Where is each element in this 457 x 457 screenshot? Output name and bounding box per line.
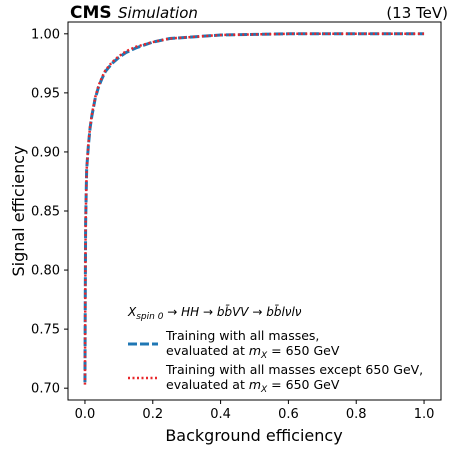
y-tick-label: 1.00 — [31, 27, 60, 42]
y-tick-label: 0.90 — [31, 145, 60, 160]
y-tick-label: 0.85 — [31, 205, 60, 220]
x-axis-label: Background efficiency — [165, 426, 342, 445]
x-tick-label: 0.6 — [278, 407, 299, 422]
legend-entry-0-line2: evaluated at mX = 650 GeV — [166, 343, 340, 361]
y-tick-label: 0.95 — [31, 86, 60, 101]
legend-entry-1-line2: evaluated at mX = 650 GeV — [166, 377, 340, 395]
legend-entry-1-line1: Training with all masses except 650 GeV, — [165, 362, 423, 377]
y-axis: 0.70 0.75 0.80 0.85 0.90 0.95 1.00 — [31, 27, 68, 397]
y-tick-label: 0.80 — [31, 264, 60, 279]
y-axis-label: Signal efficiency — [9, 145, 28, 276]
x-tick-label: 0.4 — [210, 407, 231, 422]
y-tick-label: 0.75 — [31, 323, 60, 338]
x-tick-label: 0.0 — [75, 407, 96, 422]
x-axis: 0.0 0.2 0.4 0.6 0.8 1.0 — [75, 400, 435, 422]
x-tick-label: 0.2 — [142, 407, 163, 422]
x-tick-label: 1.0 — [414, 407, 435, 422]
x-tick-label: 0.8 — [346, 407, 367, 422]
series-line-1 — [83, 32, 425, 385]
series-layer — [83, 32, 425, 385]
y-tick-label: 0.70 — [31, 382, 60, 397]
experiment-label: CMS — [70, 3, 112, 23]
status-label: Simulation — [118, 4, 198, 22]
legend-entry-0-line1: Training with all masses, — [165, 328, 319, 343]
legend: Xspin 0 → HH → bb̄VV → bb̄lνlν Training … — [127, 305, 423, 395]
energy-label: (13 TeV) — [386, 4, 448, 22]
legend-title: Xspin 0 → HH → bb̄VV → bb̄lνlν — [127, 305, 302, 322]
